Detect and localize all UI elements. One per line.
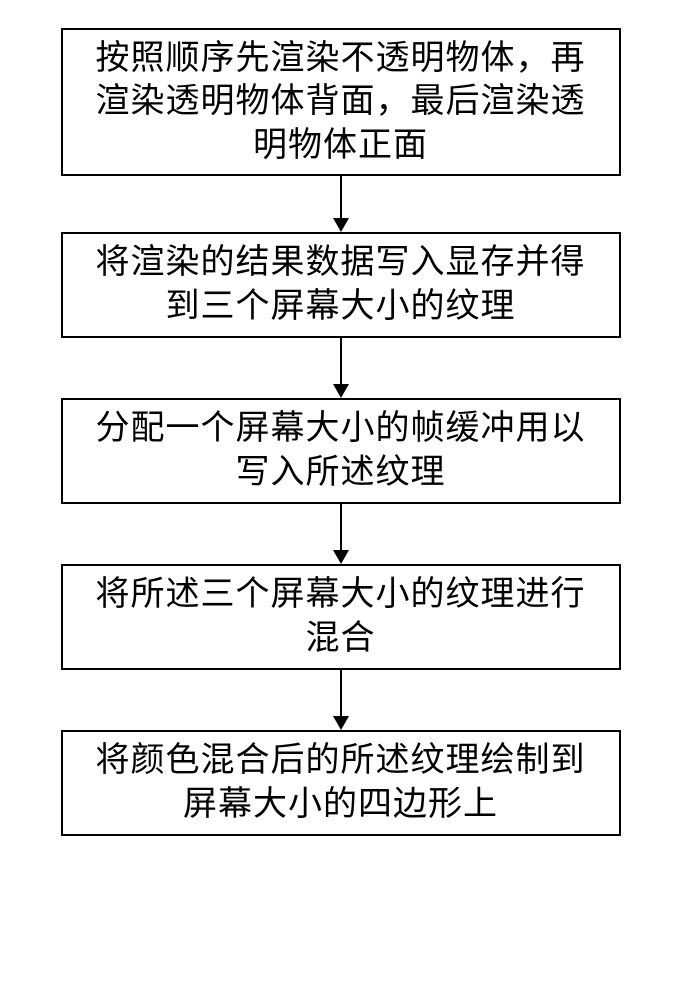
flow-node-1-label: 按照顺序先渲染不透明物体，再渲染透明物体背面，最后渲染透明物体正面 <box>63 31 619 174</box>
flow-node-3-label: 分配一个屏幕大小的帧缓冲用以写入所述纹理 <box>63 401 619 500</box>
flow-node-2-label: 将渲染的结果数据写入显存并得到三个屏幕大小的纹理 <box>63 235 619 334</box>
flowchart-container: 按照顺序先渲染不透明物体，再渲染透明物体背面，最后渲染透明物体正面 将渲染的结果… <box>0 0 681 836</box>
arrow-down-icon <box>333 716 349 730</box>
flow-arrow-4 <box>333 670 349 730</box>
flow-node-3: 分配一个屏幕大小的帧缓冲用以写入所述纹理 <box>61 398 621 504</box>
arrow-line-icon <box>340 504 342 550</box>
flow-arrow-1 <box>333 176 349 232</box>
flow-arrow-2 <box>333 338 349 398</box>
arrow-down-icon <box>333 384 349 398</box>
flow-node-4-label: 将所述三个屏幕大小的纹理进行混合 <box>63 567 619 666</box>
flow-node-5-label: 将颜色混合后的所述纹理绘制到屏幕大小的四边形上 <box>63 733 619 832</box>
flow-node-4: 将所述三个屏幕大小的纹理进行混合 <box>61 564 621 670</box>
flow-arrow-3 <box>333 504 349 564</box>
flow-node-1: 按照顺序先渲染不透明物体，再渲染透明物体背面，最后渲染透明物体正面 <box>61 28 621 176</box>
flow-node-5: 将颜色混合后的所述纹理绘制到屏幕大小的四边形上 <box>61 730 621 836</box>
arrow-down-icon <box>333 218 349 232</box>
arrow-line-icon <box>340 670 342 716</box>
arrow-line-icon <box>340 338 342 384</box>
arrow-down-icon <box>333 550 349 564</box>
arrow-line-icon <box>340 176 342 218</box>
flow-node-2: 将渲染的结果数据写入显存并得到三个屏幕大小的纹理 <box>61 232 621 338</box>
